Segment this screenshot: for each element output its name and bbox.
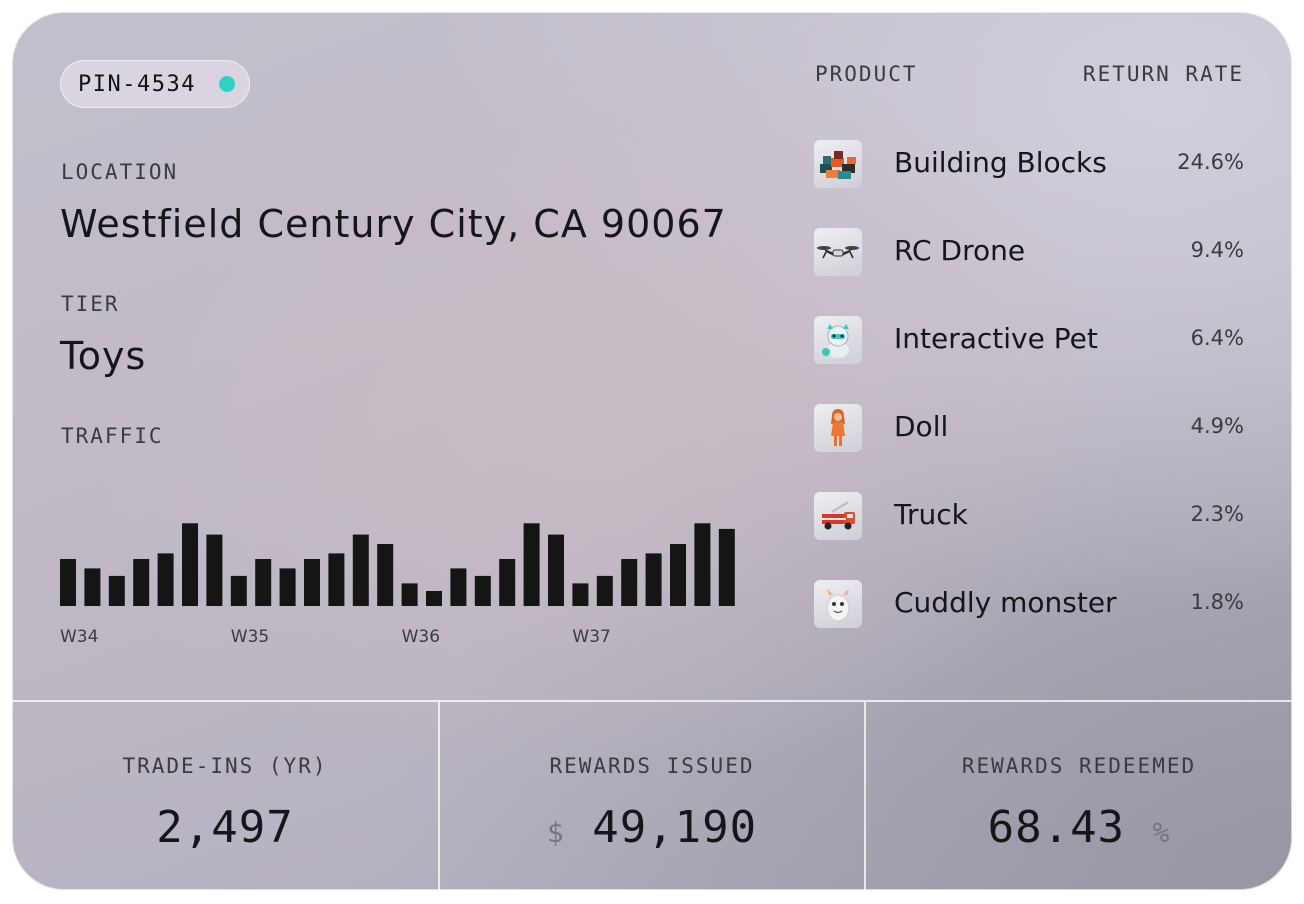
traffic-bar <box>426 591 442 606</box>
traffic-bar <box>621 559 638 606</box>
product-rate: 6.4% <box>1190 326 1244 350</box>
location-label: LOCATION <box>61 160 179 184</box>
traffic-bar <box>474 575 491 606</box>
product-column-header: PRODUCT <box>815 62 918 86</box>
rewards-redeemed-value-wrap: 68.43 % <box>866 802 1292 853</box>
traffic-bar <box>352 534 369 606</box>
traffic-bar <box>133 559 150 606</box>
pin-text: PIN-4534 <box>78 71 196 97</box>
traffic-bar <box>255 559 272 606</box>
product-rate: 4.9% <box>1190 414 1244 438</box>
traffic-bar <box>230 575 247 606</box>
drone-icon <box>814 228 862 276</box>
tier-value: Toys <box>60 334 147 378</box>
week-tick-label: W36 <box>402 627 440 647</box>
rewards-redeemed-stat: REWARDS REDEEMED 68.43 % <box>864 702 1292 890</box>
rewards-issued-value: 49,190 <box>592 802 758 853</box>
trade-ins-stat: TRADE-INS (YR) 2,497 <box>12 702 438 890</box>
product-row[interactable]: Doll 4.9% <box>814 404 1244 452</box>
traffic-bar <box>718 528 735 606</box>
traffic-bar <box>694 523 711 606</box>
traffic-bar <box>84 568 101 606</box>
week-tick-label: W35 <box>231 627 269 647</box>
product-name: Building Blocks <box>894 146 1107 179</box>
doll-icon <box>814 404 862 452</box>
traffic-bar <box>401 583 418 606</box>
traffic-bar <box>279 568 296 606</box>
rewards-redeemed-label: REWARDS REDEEMED <box>961 754 1197 778</box>
traffic-bar <box>670 544 686 606</box>
week-tick-label: W34 <box>60 627 98 647</box>
location-value: Westfield Century City, CA 90067 <box>60 202 727 246</box>
traffic-bar <box>645 553 662 606</box>
building-blocks-icon <box>814 140 862 188</box>
store-card: PIN-4534 LOCATION Westfield Century City… <box>12 12 1292 890</box>
product-rate: 9.4% <box>1190 238 1244 262</box>
percent-symbol: % <box>1152 816 1171 849</box>
traffic-bar <box>523 523 540 606</box>
traffic-bar <box>596 575 613 606</box>
product-row[interactable]: Building Blocks 24.6% <box>814 140 1244 188</box>
rewards-issued-value-wrap: $ 49,190 <box>440 802 864 853</box>
product-rate: 2.3% <box>1190 502 1244 526</box>
tier-label: TIER <box>61 292 120 316</box>
product-row[interactable]: Truck 2.3% <box>814 492 1244 540</box>
traffic-label: TRAFFIC <box>61 424 164 448</box>
traffic-bar <box>157 553 174 606</box>
trade-ins-value: 2,497 <box>156 802 294 853</box>
product-row[interactable]: Interactive Pet 6.4% <box>814 316 1244 364</box>
truck-icon <box>814 492 862 540</box>
traffic-bar <box>304 559 320 606</box>
trade-ins-label: TRADE-INS (YR) <box>122 754 328 778</box>
rewards-issued-label: REWARDS ISSUED <box>549 754 755 778</box>
traffic-bar <box>206 534 223 606</box>
traffic-bar <box>572 583 589 606</box>
product-row[interactable]: Cuddly monster 1.8% <box>814 580 1244 628</box>
traffic-bar <box>60 559 76 606</box>
product-rate: 24.6% <box>1177 150 1244 174</box>
week-tick-label: W37 <box>572 627 610 647</box>
product-name: RC Drone <box>894 234 1026 267</box>
product-name: Interactive Pet <box>894 322 1098 355</box>
traffic-bar <box>182 523 198 606</box>
traffic-bar <box>108 575 125 606</box>
traffic-chart: W34 W35 W36 W37 <box>60 523 735 647</box>
traffic-bar <box>377 544 394 606</box>
traffic-bar <box>548 534 564 606</box>
product-name: Truck <box>894 498 968 531</box>
product-rate: 1.8% <box>1190 590 1244 614</box>
return-rate-column-header: RETURN RATE <box>1082 62 1244 86</box>
product-name: Cuddly monster <box>894 586 1117 619</box>
monster-icon <box>814 580 862 628</box>
traffic-bar <box>450 568 467 606</box>
product-row[interactable]: RC Drone 9.4% <box>814 228 1244 276</box>
traffic-bar <box>499 559 516 606</box>
status-dot-icon <box>219 76 235 92</box>
currency-symbol: $ <box>546 816 565 849</box>
rewards-redeemed-value: 68.43 <box>987 802 1126 853</box>
product-name: Doll <box>894 410 949 443</box>
stats-bar: TRADE-INS (YR) 2,497 REWARDS ISSUED $ 49… <box>12 700 1292 890</box>
pin-badge[interactable]: PIN-4534 <box>60 60 250 108</box>
rewards-issued-stat: REWARDS ISSUED $ 49,190 <box>438 702 864 890</box>
traffic-bar <box>328 553 345 606</box>
robot-pet-icon <box>814 316 862 364</box>
